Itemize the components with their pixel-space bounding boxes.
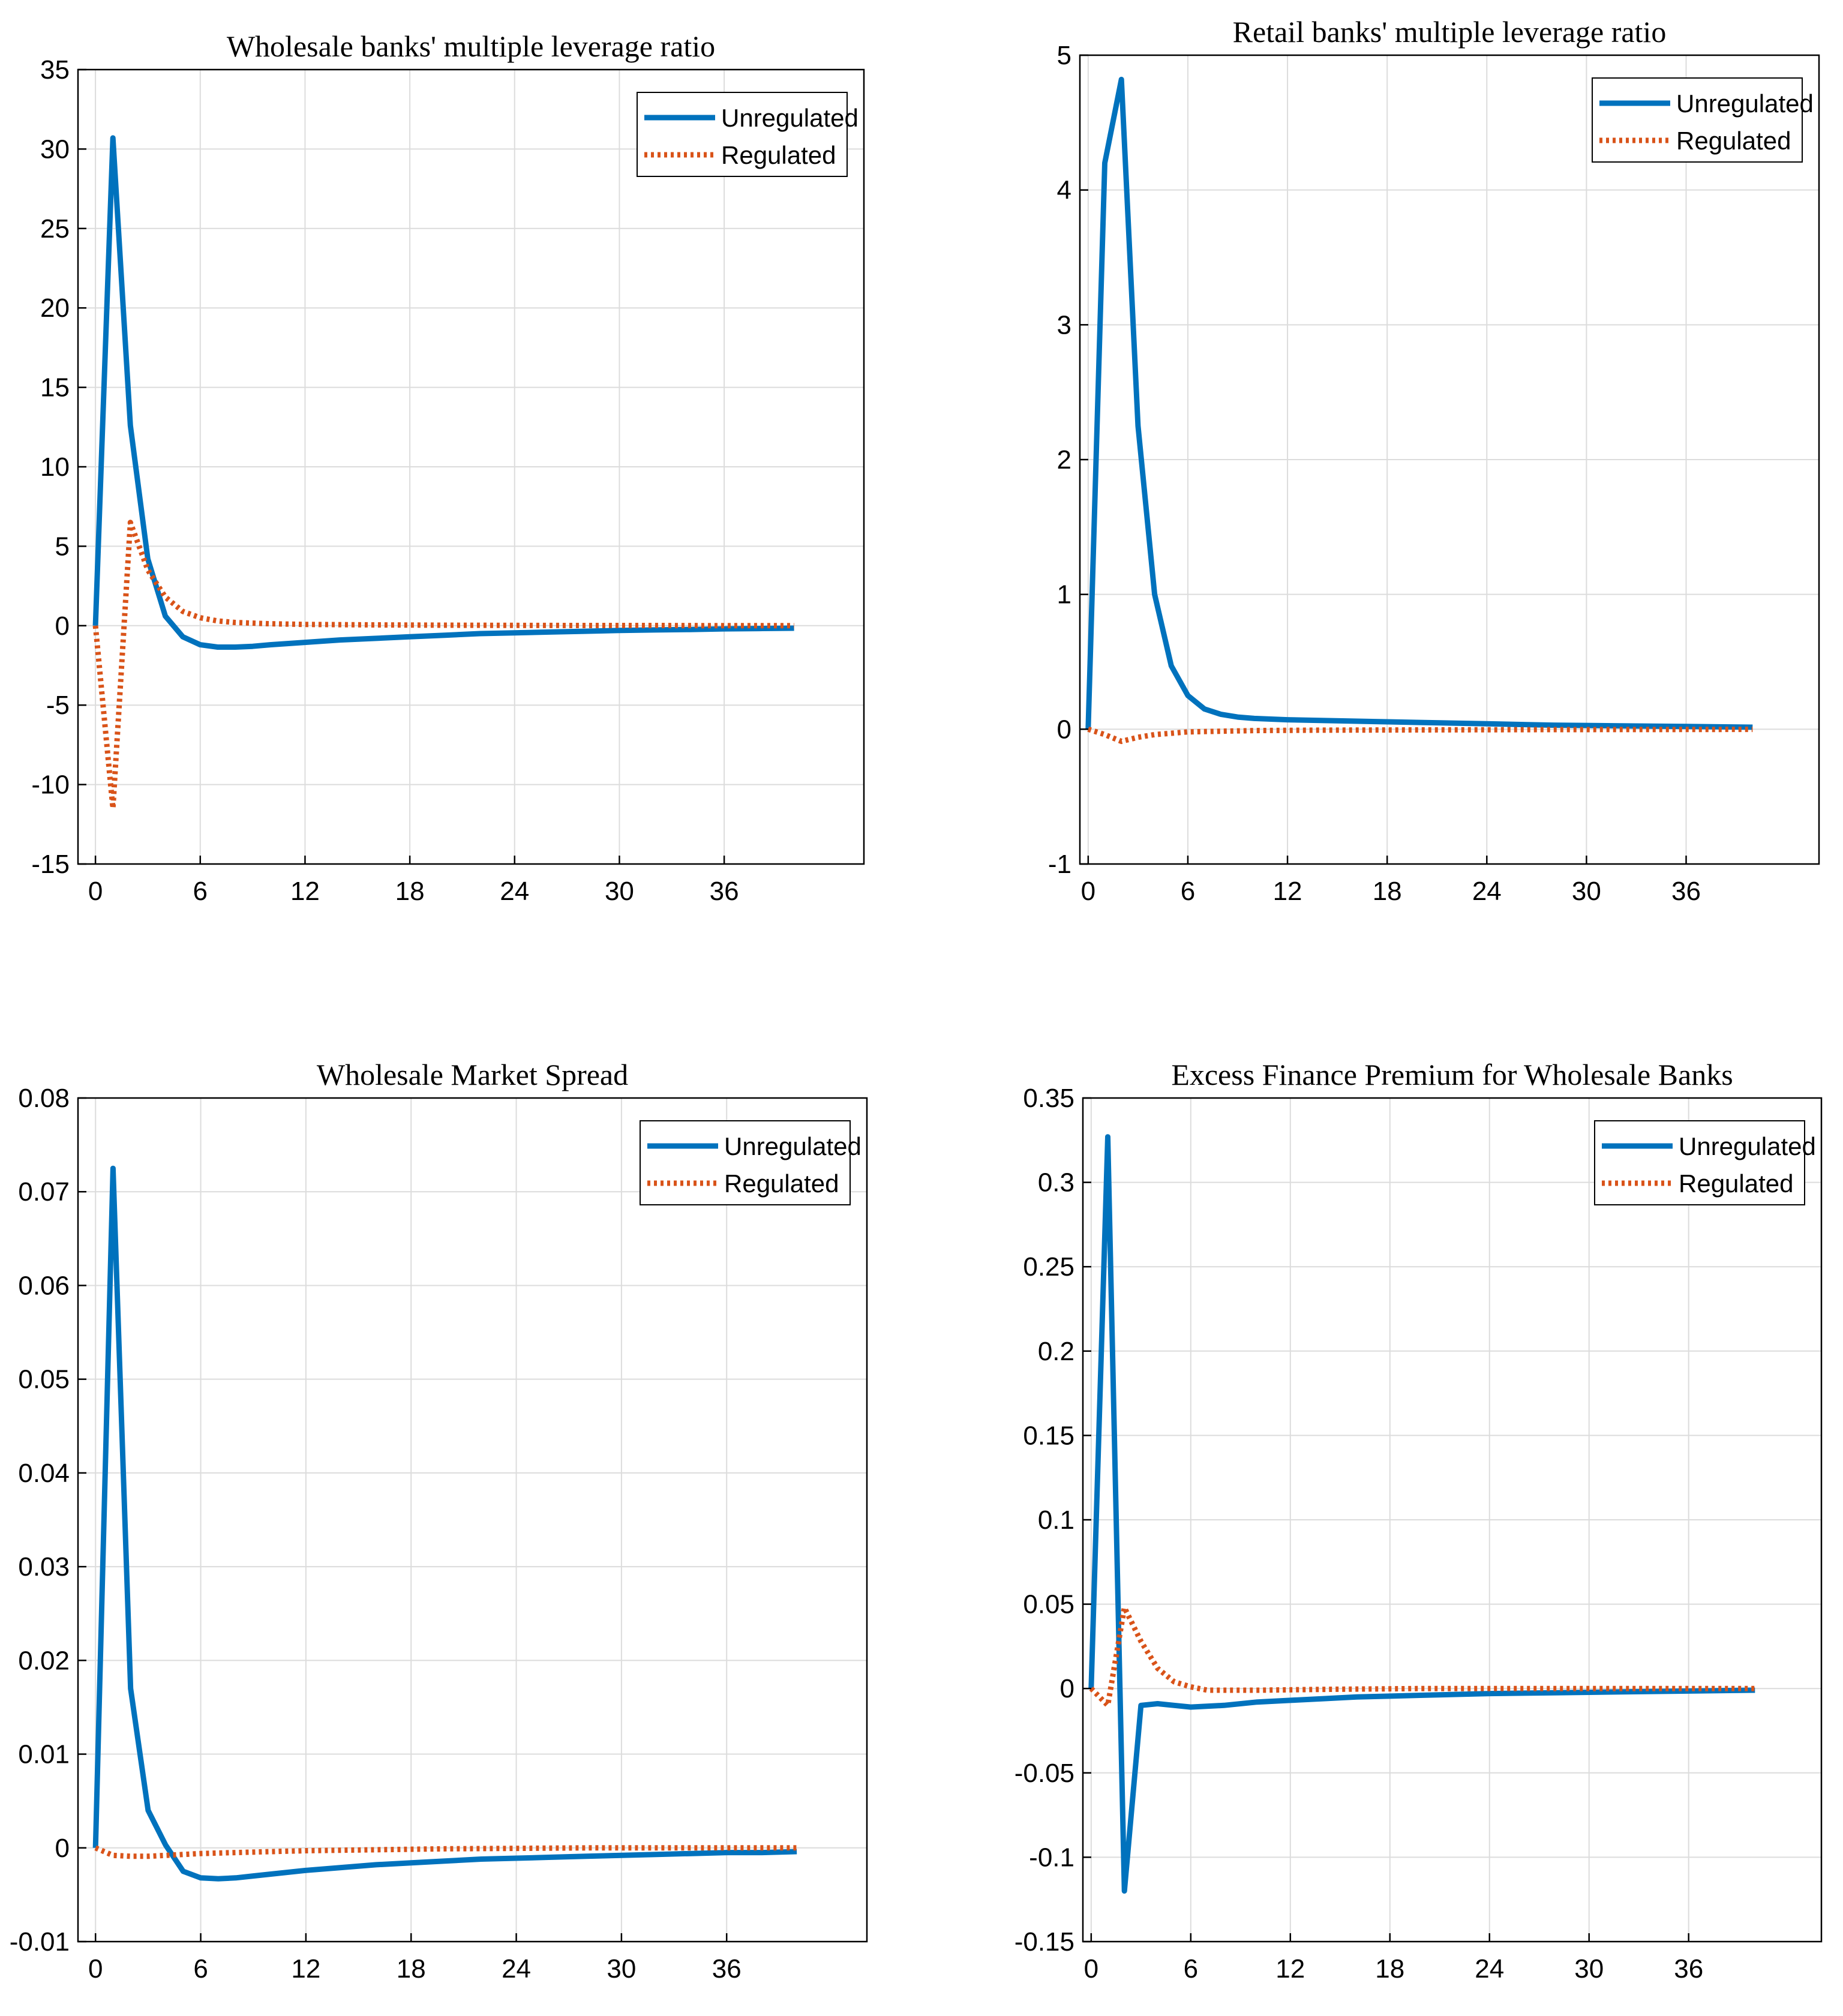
x-tick-label: 12 [291,1954,320,1984]
x-tick-label: 18 [1375,1954,1404,1984]
legend-label: Unregulated [1676,89,1814,118]
y-tick-label: 3 [1057,310,1071,340]
chart-panel-1: 0 6 12 18 24 30 36 -15 -10 -5 0 5 10 15 20 25 30 35 Wholes… [31,29,865,906]
y-tick-label: 0 [55,611,70,641]
y-tick-label: -10 [31,770,70,800]
y-tick-label: -0.1 [1029,1843,1074,1872]
x-tick-label: 30 [1574,1954,1604,1984]
x-tick-label: 30 [607,1954,636,1984]
x-tick-label: 12 [290,877,320,906]
y-tick-label: -0.15 [1014,1927,1074,1957]
y-tick-label: -5 [46,691,70,720]
x-tick-label: 36 [710,877,739,906]
x-tick-label: 30 [1572,877,1601,906]
y-tick-label: 30 [40,134,70,164]
chart-panel-4: 0 6 12 18 24 30 36 -0.15 -0.1 -0.05 0 0.05 0.1 0.15 0.… [1014,1058,1823,1984]
series-unregulated-line [92,135,794,650]
legend-label: Regulated [1679,1169,1793,1198]
legend-label: Unregulated [724,1132,862,1160]
y-tick-label: 0.01 [18,1740,70,1769]
x-tick-label: 18 [395,877,425,906]
y-tick-label: 0.03 [18,1552,70,1582]
x-tick-label: 6 [1181,877,1195,906]
x-tick-label: 36 [1671,877,1701,906]
x-tick-label: 24 [502,1954,531,1984]
y-tick-label: 0.15 [1023,1421,1074,1450]
y-tick-label: 0 [1057,715,1071,744]
series-unregulated-line [92,1165,797,1882]
y-tick-label: 0.02 [18,1646,70,1675]
chart-title: Wholesale Market Spread [317,1058,628,1091]
y-tick-label: 5 [55,532,70,561]
x-tick-label: 12 [1275,1954,1305,1984]
y-tick-label: 0.06 [18,1271,70,1300]
x-tick-label: 12 [1273,877,1302,906]
y-tick-label: 0.05 [18,1365,70,1394]
x-tick-label: 24 [500,877,529,906]
series-regulated-line [92,520,794,811]
legend-label: Unregulated [1679,1132,1816,1160]
y-tick-label: 2 [1057,445,1071,475]
y-tick-label: 35 [40,55,70,85]
y-tick-label: 20 [40,293,70,323]
y-tick-label: 10 [40,452,70,482]
y-tick-label: 25 [40,214,70,244]
series-regulated-line [1087,727,1753,745]
x-tick-label: 6 [193,877,208,906]
y-tick-label: -0.01 [10,1927,70,1957]
legend-box [1594,1120,1805,1205]
y-tick-label: 0.08 [18,1084,70,1113]
y-tick-label: 0.05 [1023,1590,1074,1619]
y-tick-label: 0.25 [1023,1252,1074,1282]
x-tick-label: 18 [397,1954,426,1984]
chart-panel-3: 0 6 12 18 24 30 36 -0.01 0 0.01 0.02 0.03 0.04 0.05 0.… [10,1058,868,1984]
x-tick-label: 24 [1475,1954,1504,1984]
legend-label: Regulated [1676,127,1791,155]
legend-box [640,1120,851,1205]
x-tick-label: 30 [605,877,634,906]
legend-label: Regulated [724,1169,839,1198]
plot-background [78,1098,867,1942]
y-tick-label: 0.04 [18,1459,70,1488]
y-tick-label: -0.05 [1014,1759,1074,1788]
series-unregulated-line [1088,1134,1755,1894]
x-tick-label: 24 [1472,877,1502,906]
y-tick-label: 5 [1057,41,1071,70]
y-tick-label: 0.1 [1038,1505,1074,1535]
x-tick-label: 6 [193,1954,208,1984]
y-tick-label: -1 [1048,850,1071,879]
y-tick-label: -15 [31,850,70,879]
y-tick-label: 4 [1057,176,1071,205]
chart-title: Wholesale banks' multiple leverage ratio [227,29,715,63]
y-tick-label: 15 [40,373,70,403]
legend-label: Regulated [721,141,836,169]
x-tick-label: 0 [88,877,103,906]
x-tick-label: 6 [1184,1954,1198,1984]
y-tick-label: 0.07 [18,1177,70,1207]
y-tick-label: 0.2 [1038,1337,1074,1366]
chart-title: Excess Finance Premium for Wholesale Ban… [1171,1058,1733,1091]
x-tick-label: 36 [712,1954,742,1984]
x-tick-label: 0 [88,1954,103,1984]
y-tick-label: 0 [55,1834,70,1863]
series-unregulated-line [1085,76,1753,730]
x-tick-label: 18 [1373,877,1402,906]
x-tick-label: 0 [1084,1954,1098,1984]
x-tick-label: 36 [1674,1954,1703,1984]
y-tick-label: 0.35 [1023,1084,1074,1113]
plot-frame [77,1097,868,1943]
legend-box [637,92,848,177]
y-tick-label: 0 [1060,1674,1074,1703]
y-tick-label: 0.3 [1038,1168,1074,1198]
chart-title: Retail banks' multiple leverage ratio [1233,15,1667,49]
legend-label: Unregulated [721,104,859,132]
x-tick-label: 0 [1081,877,1095,906]
legend-box [1592,77,1803,163]
y-tick-label: 1 [1057,580,1071,610]
